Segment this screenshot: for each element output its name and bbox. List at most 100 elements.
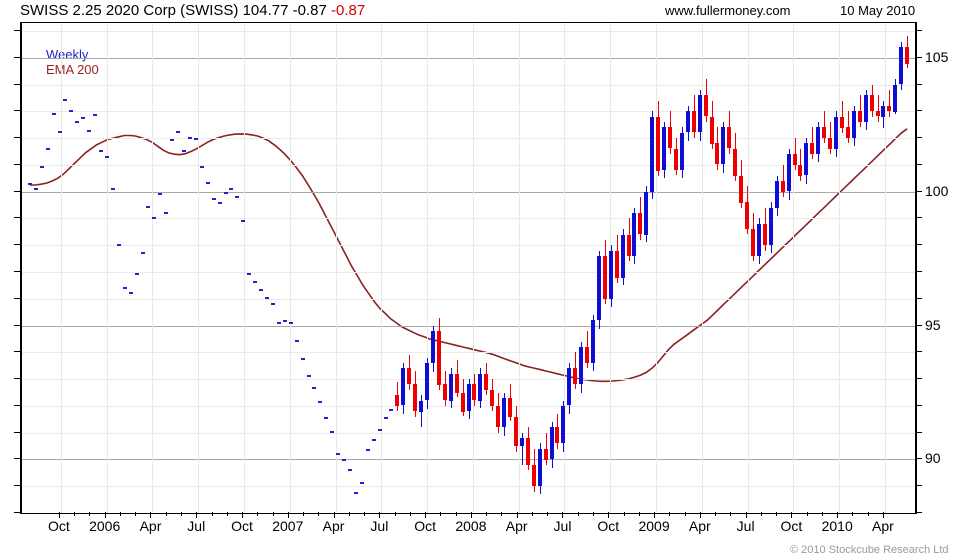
- x-axis-tick-minor: [273, 512, 274, 516]
- x-axis-tick: [517, 512, 518, 518]
- price-dot: [241, 220, 245, 222]
- y-axis-tick-left: [14, 30, 20, 31]
- candle-body-up: [425, 363, 429, 400]
- candle-body-down: [555, 427, 559, 443]
- price-dot: [146, 206, 150, 208]
- candle-body-down: [810, 143, 814, 154]
- x-axis-tick-minor: [212, 512, 213, 516]
- candle-body-up: [419, 401, 423, 412]
- gridline-vertical: [290, 23, 291, 513]
- candle-body-up: [852, 111, 856, 138]
- y-axis-tick-left: [14, 137, 20, 138]
- price-dot: [224, 192, 228, 194]
- gridline-vertical: [244, 23, 245, 513]
- x-axis-tick-minor: [456, 512, 457, 516]
- price-dot: [354, 492, 358, 494]
- price-dot: [336, 453, 340, 455]
- price-dot: [295, 340, 299, 342]
- gridline-minor: [22, 31, 917, 32]
- y-axis-tick-right: [915, 351, 922, 352]
- candle-body-up: [864, 95, 868, 122]
- candle-body-down: [781, 181, 785, 192]
- candle-body-down: [674, 149, 678, 170]
- x-axis-tick: [425, 512, 426, 518]
- price-change-value: -0.87: [331, 2, 366, 19]
- y-axis-tick-left: [14, 110, 20, 111]
- price-dot: [378, 429, 382, 431]
- gridline-vertical: [198, 23, 199, 513]
- candle-body-down: [455, 374, 459, 393]
- price-dot: [34, 188, 38, 190]
- x-axis-tick-minor: [868, 512, 869, 516]
- price-dot: [182, 150, 186, 152]
- gridline-vertical: [839, 23, 840, 513]
- x-axis-tick-minor: [74, 512, 75, 516]
- x-axis-tick: [700, 512, 701, 518]
- price-dot: [63, 99, 67, 101]
- candle-body-up: [650, 117, 654, 192]
- y-axis-tick-right: [915, 191, 922, 192]
- price-dot: [188, 137, 192, 139]
- candle-body-down: [514, 417, 518, 446]
- x-axis-tick: [837, 512, 838, 518]
- y-axis-tick-right: [915, 325, 922, 326]
- candle-body-up: [449, 374, 453, 401]
- price-dot: [348, 469, 352, 471]
- candle-body-down: [490, 390, 494, 406]
- price-dot: [283, 320, 287, 322]
- gridline-vertical: [61, 23, 62, 513]
- gridline-major: [22, 58, 917, 59]
- candle-wick: [889, 90, 890, 117]
- gridline-minor: [22, 272, 917, 273]
- y-axis-tick-right: [915, 217, 922, 218]
- candle-body-down: [887, 106, 891, 111]
- candle-body-down: [715, 143, 719, 164]
- candle-body-down: [828, 138, 832, 149]
- x-axis-tick: [791, 512, 792, 518]
- gridline-vertical: [656, 23, 657, 513]
- x-axis-label: Apr: [322, 518, 345, 534]
- candle-body-up: [686, 111, 690, 132]
- x-axis-tick-minor: [624, 512, 625, 516]
- candle-body-down: [472, 384, 476, 400]
- x-axis-label: 2008: [455, 518, 487, 534]
- gridline-vertical: [748, 23, 749, 513]
- x-axis-tick-minor: [349, 512, 350, 516]
- x-axis-label: Apr: [139, 518, 162, 534]
- y-axis-tick-right: [915, 512, 922, 513]
- website-label: www.fullermoney.com: [665, 3, 791, 18]
- x-axis-tick-minor: [685, 512, 686, 516]
- instrument-title: SWISS 2.25 2020 Corp (SWISS) 104.77 -0.8…: [20, 2, 365, 19]
- price-dot: [135, 273, 139, 275]
- gridline-major: [22, 192, 917, 193]
- price-dot: [69, 110, 73, 112]
- x-axis-label: Oct: [780, 518, 803, 534]
- price-dot: [164, 212, 168, 214]
- price-dot: [235, 196, 239, 198]
- candle-body-down: [710, 117, 714, 144]
- x-axis-tick-minor: [776, 512, 777, 516]
- candle-body-down: [656, 117, 660, 171]
- x-axis-tick-minor: [501, 512, 502, 516]
- y-axis-tick-left: [14, 485, 20, 486]
- candle-body-down: [443, 384, 447, 400]
- candle-body-up: [769, 208, 773, 245]
- x-axis-tick-minor: [89, 512, 90, 516]
- price-dot: [141, 252, 145, 254]
- x-axis-tick-minor: [852, 512, 853, 516]
- x-axis-tick-minor: [761, 512, 762, 516]
- candle-body-down: [508, 398, 512, 417]
- copyright-notice: © 2010 Stockcube Research Ltd: [790, 544, 949, 556]
- y-axis-tick-right: [915, 84, 922, 85]
- y-axis-tick-left: [14, 217, 20, 218]
- candle-body-down: [413, 384, 417, 411]
- candle-body-down: [627, 235, 631, 256]
- x-axis-tick: [242, 512, 243, 518]
- candle-body-down: [751, 229, 755, 256]
- price-dot: [253, 281, 257, 283]
- y-axis-label: 90: [925, 450, 941, 467]
- x-axis-tick: [59, 512, 60, 518]
- candle-body-down: [745, 202, 749, 229]
- instrument-title-text: SWISS 2.25 2020 Corp (SWISS) 104.77 -0.8…: [20, 2, 327, 19]
